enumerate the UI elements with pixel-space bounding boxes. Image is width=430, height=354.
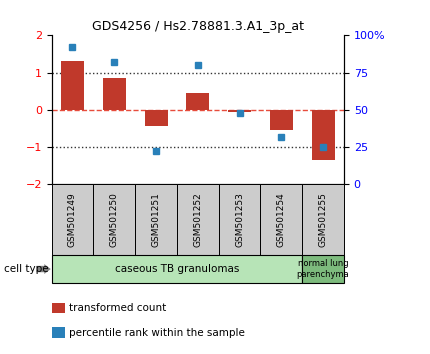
Bar xyxy=(219,184,261,255)
Bar xyxy=(186,93,209,110)
Text: GSM501253: GSM501253 xyxy=(235,192,244,247)
Bar xyxy=(270,110,293,130)
Bar xyxy=(261,184,302,255)
Bar xyxy=(177,184,219,255)
Bar xyxy=(302,184,344,255)
Text: GSM501254: GSM501254 xyxy=(277,192,286,247)
Bar xyxy=(93,184,135,255)
Bar xyxy=(61,62,84,110)
Text: normal lung
parenchyma: normal lung parenchyma xyxy=(297,259,350,279)
Bar xyxy=(103,78,126,110)
Bar xyxy=(228,110,251,112)
Text: cell type: cell type xyxy=(4,264,49,274)
Text: GSM501252: GSM501252 xyxy=(194,192,202,247)
Title: GDS4256 / Hs2.78881.3.A1_3p_at: GDS4256 / Hs2.78881.3.A1_3p_at xyxy=(92,20,304,33)
Text: percentile rank within the sample: percentile rank within the sample xyxy=(69,328,245,338)
Text: transformed count: transformed count xyxy=(69,303,166,313)
Text: GSM501251: GSM501251 xyxy=(151,192,160,247)
Text: GSM501250: GSM501250 xyxy=(110,192,119,247)
Bar xyxy=(302,255,344,283)
Bar xyxy=(52,184,93,255)
Bar xyxy=(135,184,177,255)
Text: GSM501249: GSM501249 xyxy=(68,192,77,247)
Bar xyxy=(312,110,335,160)
Bar xyxy=(52,255,302,283)
Text: caseous TB granulomas: caseous TB granulomas xyxy=(115,264,239,274)
Bar xyxy=(144,110,168,126)
Text: GSM501255: GSM501255 xyxy=(319,192,328,247)
